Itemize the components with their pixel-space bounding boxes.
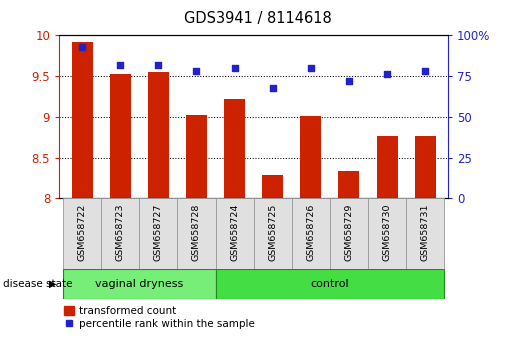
Bar [72, 42, 93, 198]
Text: GSM658728: GSM658728 [192, 204, 201, 261]
Bar [415, 136, 436, 198]
Text: GSM658726: GSM658726 [306, 204, 315, 261]
Bar [148, 72, 169, 198]
Text: GSM658729: GSM658729 [345, 204, 353, 261]
Bar [368, 198, 406, 269]
Bar [292, 198, 330, 269]
Bar [215, 198, 253, 269]
Text: GSM658723: GSM658723 [116, 204, 125, 261]
Bar [110, 74, 131, 198]
Text: GSM658724: GSM658724 [230, 204, 239, 261]
Bar [63, 198, 101, 269]
Bar [376, 136, 398, 198]
Bar [224, 99, 245, 198]
Legend: transformed count, percentile rank within the sample: transformed count, percentile rank withi… [64, 306, 255, 329]
Bar [262, 176, 283, 198]
Bar [101, 198, 139, 269]
Point [154, 62, 162, 68]
Point [345, 78, 353, 84]
Point [383, 72, 391, 77]
Point [230, 65, 238, 71]
Bar [330, 198, 368, 269]
Point [116, 62, 124, 68]
Bar [253, 198, 292, 269]
Bar [177, 198, 215, 269]
Bar [300, 116, 321, 198]
Text: GSM658725: GSM658725 [268, 204, 277, 261]
Text: GSM658730: GSM658730 [383, 204, 391, 261]
Text: GSM658731: GSM658731 [421, 204, 430, 261]
Bar [215, 269, 444, 299]
Text: control: control [311, 279, 349, 289]
Bar [338, 171, 359, 198]
Point [421, 68, 430, 74]
Point [269, 85, 277, 90]
Bar [139, 198, 177, 269]
Text: GSM658722: GSM658722 [78, 204, 87, 261]
Point [78, 44, 86, 50]
Bar [63, 269, 215, 299]
Text: ▶: ▶ [49, 279, 57, 289]
Text: GSM658727: GSM658727 [154, 204, 163, 261]
Point [192, 68, 200, 74]
Text: GDS3941 / 8114618: GDS3941 / 8114618 [184, 11, 331, 25]
Bar [406, 198, 444, 269]
Bar [186, 115, 207, 198]
Text: disease state: disease state [3, 279, 72, 289]
Point [307, 65, 315, 71]
Text: vaginal dryness: vaginal dryness [95, 279, 183, 289]
